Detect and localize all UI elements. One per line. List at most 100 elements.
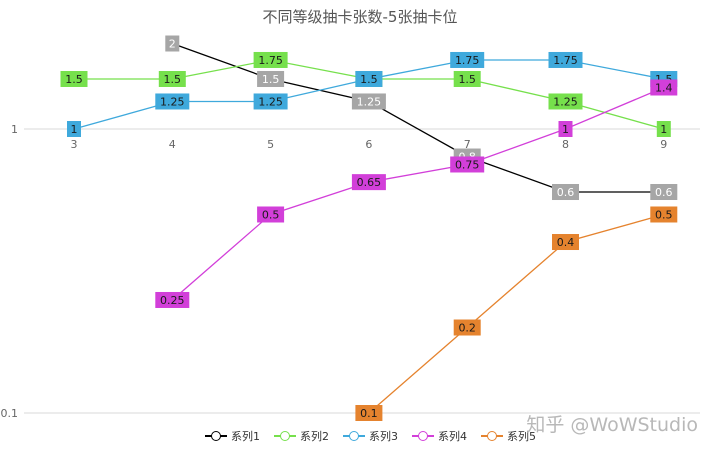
data-label: 1.5 bbox=[453, 70, 481, 87]
data-label-box bbox=[253, 93, 288, 110]
legend-swatch bbox=[343, 431, 365, 441]
data-label: 1.25 bbox=[351, 93, 386, 110]
data-label-text: 1.4 bbox=[655, 81, 673, 94]
data-label-text: 1 bbox=[660, 123, 667, 136]
legend-swatch bbox=[481, 431, 503, 441]
data-label-box bbox=[351, 93, 386, 110]
data-label-box bbox=[165, 35, 180, 52]
data-label-text: 0.5 bbox=[262, 208, 280, 221]
legend-label: 系列4 bbox=[438, 430, 467, 443]
x-tick-label: 9 bbox=[660, 138, 667, 151]
legend-item: 系列4 bbox=[412, 428, 467, 444]
legend-swatch bbox=[205, 431, 227, 441]
data-label-box bbox=[650, 79, 678, 96]
series-line bbox=[171, 86, 665, 301]
data-label-text: 1.75 bbox=[553, 54, 578, 67]
data-label-box bbox=[552, 184, 579, 201]
data-label-box bbox=[60, 70, 88, 87]
x-tick-label: 6 bbox=[365, 138, 372, 151]
legend-item: 系列3 bbox=[343, 428, 398, 444]
data-label-box bbox=[450, 156, 485, 173]
legend-label: 系列3 bbox=[369, 430, 398, 443]
data-label: 1.25 bbox=[253, 93, 288, 110]
data-label-box bbox=[453, 70, 481, 87]
grid-layer bbox=[24, 128, 700, 414]
data-label: 0.1 bbox=[355, 405, 383, 421]
y-tick-label: 1 bbox=[11, 123, 18, 136]
data-label-box bbox=[355, 70, 383, 87]
series-line bbox=[172, 42, 664, 193]
legend-swatch bbox=[412, 431, 434, 441]
data-label-box bbox=[650, 184, 678, 201]
data-label-text: 0.6 bbox=[557, 186, 575, 199]
data-label: 1 bbox=[656, 121, 671, 137]
data-label-box bbox=[558, 121, 573, 137]
data-label-box bbox=[155, 291, 190, 308]
data-label: 1.75 bbox=[548, 51, 583, 68]
data-label: 1.75 bbox=[450, 51, 485, 68]
legend-label: 系列5 bbox=[507, 430, 536, 443]
data-label-text: 1.25 bbox=[160, 95, 185, 108]
data-label-text: 1.5 bbox=[262, 73, 280, 86]
x-tick-label: 5 bbox=[267, 138, 274, 151]
data-label: 1.5 bbox=[257, 70, 285, 87]
legend: 系列1 系列2 系列3 系列4 系列5 bbox=[205, 428, 536, 444]
data-label-box bbox=[453, 319, 481, 336]
data-label-box bbox=[253, 51, 288, 68]
data-label: 1.5 bbox=[60, 70, 88, 87]
data-label-box bbox=[450, 51, 485, 68]
data-label: 0.2 bbox=[453, 319, 481, 336]
series-line bbox=[368, 213, 664, 414]
data-label-box bbox=[158, 70, 186, 87]
data-label-text: 0.5 bbox=[655, 208, 673, 221]
data-label-text: 0.6 bbox=[655, 186, 673, 199]
data-label: 1.25 bbox=[155, 93, 190, 110]
data-label-text: 1.5 bbox=[458, 73, 476, 86]
data-label: 0.25 bbox=[155, 291, 190, 308]
legend-swatch bbox=[274, 431, 296, 441]
data-label: 1.4 bbox=[650, 79, 678, 96]
data-label-text: 0.4 bbox=[557, 236, 575, 249]
data-label: 0.4 bbox=[552, 234, 579, 251]
data-label-text: 0.2 bbox=[458, 322, 476, 335]
axis-layer: 1 0.1 3 4 5 6 7 8 9 bbox=[1, 123, 668, 420]
data-label-text: 0.1 bbox=[360, 407, 378, 420]
legend-item: 系列2 bbox=[274, 428, 329, 444]
data-label-text: 0.25 bbox=[160, 294, 185, 307]
data-label-text: 1.25 bbox=[258, 95, 283, 108]
data-label-box bbox=[548, 51, 583, 68]
x-tick-label: 3 bbox=[71, 138, 78, 151]
x-tick-label: 4 bbox=[169, 138, 176, 151]
data-label: 0.6 bbox=[650, 184, 678, 201]
data-label-box bbox=[552, 234, 579, 251]
data-label-text: 1 bbox=[71, 123, 78, 136]
legend-label: 系列1 bbox=[231, 430, 260, 443]
data-label-text: 1.75 bbox=[455, 54, 480, 67]
x-tick-label: 8 bbox=[562, 138, 569, 151]
data-label-text: 1.25 bbox=[357, 95, 382, 108]
data-label-box bbox=[257, 206, 285, 223]
data-label: 1 bbox=[67, 121, 81, 137]
data-label-box bbox=[548, 93, 583, 110]
legend-item: 系列5 bbox=[481, 428, 536, 444]
legend-item: 系列1 bbox=[205, 428, 260, 444]
y-tick-label: 0.1 bbox=[1, 407, 19, 420]
data-label-text: 1.5 bbox=[360, 73, 378, 86]
x-tick-label: 7 bbox=[464, 138, 471, 151]
data-label-text: 1.25 bbox=[553, 95, 578, 108]
data-label-text: 2 bbox=[169, 38, 176, 51]
data-label-text: 1 bbox=[562, 123, 569, 136]
data-label-box bbox=[351, 174, 386, 191]
data-label: 2 bbox=[165, 35, 180, 52]
data-label-text: 0.75 bbox=[455, 158, 480, 171]
data-label-text: 0.65 bbox=[357, 176, 382, 189]
data-label-layer: 21.51.250.80.60.61.51.51.751.51.51.25111… bbox=[60, 35, 678, 421]
data-label-box bbox=[656, 121, 671, 137]
data-label-text: 1.5 bbox=[164, 73, 182, 86]
data-label-box bbox=[257, 70, 285, 87]
data-label: 1 bbox=[558, 121, 573, 137]
data-label: 0.75 bbox=[450, 156, 485, 173]
data-label-box bbox=[650, 206, 678, 223]
data-label-text: 1.75 bbox=[258, 54, 283, 67]
